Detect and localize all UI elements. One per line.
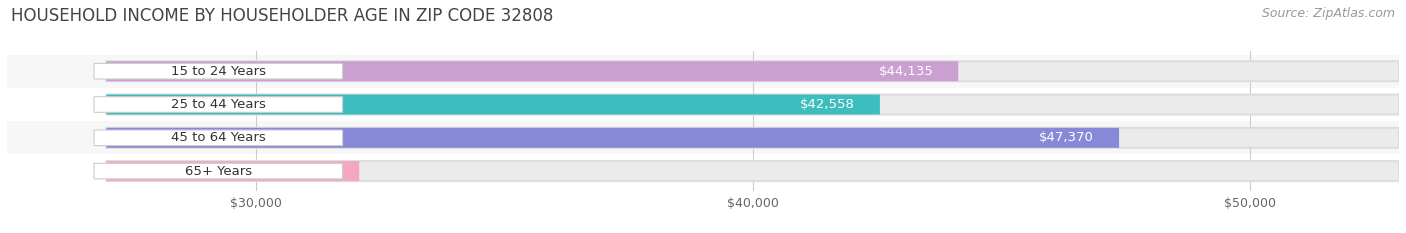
FancyBboxPatch shape [94, 130, 343, 146]
Text: $44,135: $44,135 [879, 65, 934, 78]
Bar [7, 121, 1399, 154]
Text: 65+ Years: 65+ Years [184, 164, 252, 178]
Text: 45 to 64 Years: 45 to 64 Years [172, 131, 266, 144]
FancyBboxPatch shape [107, 161, 360, 181]
FancyBboxPatch shape [107, 61, 1399, 81]
FancyBboxPatch shape [107, 128, 1119, 148]
Text: Source: ZipAtlas.com: Source: ZipAtlas.com [1261, 7, 1395, 20]
FancyBboxPatch shape [107, 95, 1399, 114]
FancyBboxPatch shape [107, 128, 1399, 148]
FancyBboxPatch shape [107, 61, 959, 81]
Bar [7, 154, 1399, 188]
Text: 15 to 24 Years: 15 to 24 Years [170, 65, 266, 78]
FancyBboxPatch shape [94, 163, 343, 179]
Text: $42,558: $42,558 [800, 98, 855, 111]
Text: HOUSEHOLD INCOME BY HOUSEHOLDER AGE IN ZIP CODE 32808: HOUSEHOLD INCOME BY HOUSEHOLDER AGE IN Z… [11, 7, 554, 25]
FancyBboxPatch shape [107, 161, 1399, 181]
Text: $32,085: $32,085 [280, 164, 335, 178]
FancyBboxPatch shape [94, 63, 343, 79]
FancyBboxPatch shape [107, 95, 880, 114]
Bar [7, 88, 1399, 121]
FancyBboxPatch shape [94, 97, 343, 112]
Text: 25 to 44 Years: 25 to 44 Years [172, 98, 266, 111]
Bar [7, 55, 1399, 88]
Text: $47,370: $47,370 [1039, 131, 1094, 144]
